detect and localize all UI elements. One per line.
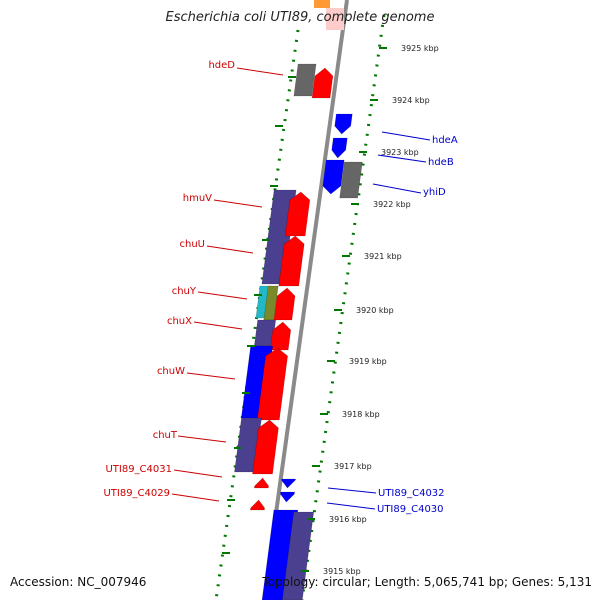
leader-line-uti89_c4030 xyxy=(326,502,376,510)
genome-stats: Topology: circular; Length: 5,065,741 bp… xyxy=(262,575,592,589)
leader-line-chuu xyxy=(206,245,254,254)
tick-label: 3921 kbp xyxy=(364,252,402,261)
uti89_c4031-block-shape xyxy=(254,477,269,489)
leader-line-hded xyxy=(236,67,284,76)
chut-block-shape xyxy=(252,419,279,475)
leader-line-uti89_c4031 xyxy=(173,469,223,478)
gene-label-uti89_c4032[interactable]: UTI89_C4032 xyxy=(378,488,445,499)
leader-line-uti89_c4032 xyxy=(327,487,377,494)
gene-label-uti89_c4030[interactable]: UTI89_C4030 xyxy=(377,504,444,515)
gene-label-chut[interactable]: chuT xyxy=(153,430,178,441)
tick-label: 3916 kbp xyxy=(329,515,367,524)
uti89_c4029-block-shape xyxy=(250,499,265,511)
chux-block-shape xyxy=(269,321,292,351)
map-title: Escherichia coli UTI89, complete genome xyxy=(165,10,435,25)
yhid-block-shape xyxy=(322,159,345,195)
tick-label: 3922 kbp xyxy=(373,200,411,209)
chuu-block-shape xyxy=(278,235,305,287)
hmuv-block-shape xyxy=(284,191,311,237)
backbone-line xyxy=(262,0,349,600)
leader-line-chut xyxy=(177,435,227,443)
tick-label: 3925 kbp xyxy=(401,44,439,53)
gene-label-uti89_c4029[interactable]: UTI89_C4029 xyxy=(103,488,170,499)
gene-label-hmuv[interactable]: hmuV xyxy=(183,193,212,204)
gene-label-hded[interactable]: hdeD xyxy=(208,60,235,71)
tick-label: 3918 kbp xyxy=(342,410,380,419)
uti89_c4032-block-shape xyxy=(281,478,296,489)
tick-label: 3923 kbp xyxy=(381,148,419,157)
tick-label: 3915 kbp xyxy=(323,567,361,576)
hdeb-block-shape xyxy=(331,137,348,159)
gene-label-uti89_c4031[interactable]: UTI89_C4031 xyxy=(105,464,172,475)
leader-line-hdeb xyxy=(377,154,427,163)
gene-label-hdea[interactable]: hdeA xyxy=(432,135,458,146)
leader-line-chuw xyxy=(186,372,236,380)
tick-label: 3919 kbp xyxy=(349,357,387,366)
leader-line-chuy xyxy=(197,291,248,300)
leader-line-hdea xyxy=(381,131,431,141)
gene-label-chuy[interactable]: chuY xyxy=(172,286,197,297)
chuw-block-shape xyxy=(256,347,288,421)
leader-line-yhid xyxy=(372,183,422,194)
leader-line-chux xyxy=(193,321,243,330)
tick-label: 3924 kbp xyxy=(392,96,430,105)
gene-label-chux[interactable]: chuX xyxy=(167,316,192,327)
gene-label-yhid[interactable]: yhiD xyxy=(423,187,446,198)
partial-feature-pink xyxy=(326,8,344,30)
leader-line-hmuv xyxy=(213,199,263,208)
hded-pseudo-shape xyxy=(293,63,317,97)
tick-label: 3917 kbp xyxy=(334,462,372,471)
yhid-pseudo-shape xyxy=(339,161,363,199)
leader-line-uti89_c4029 xyxy=(171,493,220,502)
chuy-block-shape xyxy=(273,287,296,321)
gene-label-hdeb[interactable]: hdeB xyxy=(428,157,454,168)
gene-label-chuu[interactable]: chuU xyxy=(180,239,206,250)
hdea-block-shape xyxy=(334,113,353,135)
accession-text: Accession: NC_007946 xyxy=(10,575,147,589)
partial-feature-orange xyxy=(314,0,330,8)
uti89_c4030-block-shape xyxy=(280,491,295,503)
bottom-indigo-block-shape xyxy=(281,511,315,600)
hded-block-shape xyxy=(311,67,334,99)
tick-label: 3920 kbp xyxy=(356,306,394,315)
gene-label-chuw[interactable]: chuW xyxy=(157,366,185,377)
